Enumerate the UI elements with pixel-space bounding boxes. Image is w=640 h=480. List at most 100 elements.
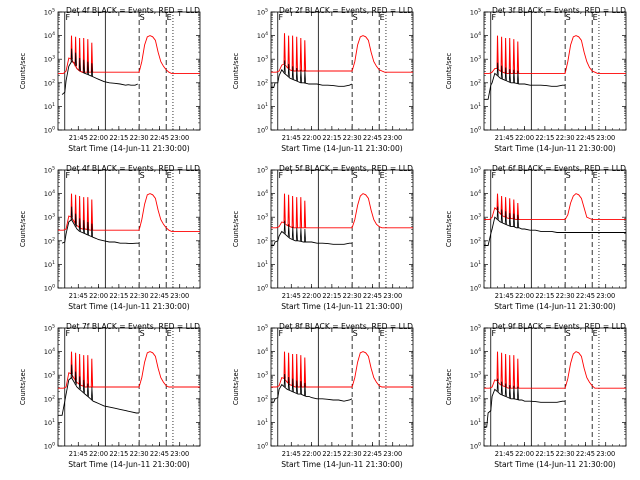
y-tick-label: 104 <box>257 347 268 356</box>
events-spike <box>86 221 89 235</box>
x-tick-label: 22:00 <box>302 134 321 142</box>
events-spike <box>78 57 81 72</box>
chart-svg: Det 4f BLACK = Events, RED = LLD Counts/s… <box>19 164 201 311</box>
events-series-line <box>271 230 353 246</box>
event-marker-label: S <box>140 329 145 338</box>
x-tick-label: 22:45 <box>576 450 595 458</box>
event-marker-label: S <box>566 329 571 338</box>
events-series-line <box>484 388 566 428</box>
events-spike <box>86 383 89 397</box>
events-series-line <box>61 61 138 95</box>
events-spike <box>70 48 73 62</box>
x-tick-label: 22:00 <box>89 292 108 300</box>
events-spike <box>299 228 302 242</box>
y-tick-label: 100 <box>44 284 55 293</box>
x-tick-label: 21:45 <box>282 450 301 458</box>
x-tick-label: 22:30 <box>343 450 362 458</box>
x-tick-label: 23:00 <box>170 450 189 458</box>
lld-spike <box>287 35 290 69</box>
event-marker-label: F <box>278 329 283 338</box>
chart-svg: Det 2f BLACK = Events, RED = LLD Counts/s… <box>232 6 414 153</box>
y-tick-label: 102 <box>470 78 481 87</box>
x-tick-label: 22:45 <box>150 134 169 142</box>
events-spike <box>304 382 306 396</box>
y-tick-label: 105 <box>257 166 268 175</box>
lld-spike <box>295 197 298 228</box>
chart-svg: Det 8f BLACK = Events, RED = LLD Counts/s… <box>232 322 414 469</box>
lld-spike <box>504 353 507 388</box>
y-axis-label: Counts/sec <box>19 210 27 247</box>
x-tick-label: 23:00 <box>170 292 189 300</box>
lld-spike <box>496 351 499 382</box>
y-tick-label: 100 <box>44 126 55 135</box>
chart-svg: Det 4f BLACK = Events, RED = LLD Counts/s… <box>19 6 201 153</box>
x-tick-label: 23:00 <box>596 134 615 142</box>
y-tick-label: 101 <box>257 418 268 427</box>
y-tick-label: 105 <box>470 8 481 17</box>
y-tick-label: 100 <box>44 442 55 451</box>
chart-title: Det 6f BLACK = Events, RED = LLD <box>492 164 626 173</box>
y-tick-label: 102 <box>44 236 55 245</box>
lld-spike <box>90 199 94 231</box>
y-tick-label: 103 <box>470 55 481 64</box>
events-spike <box>504 211 507 225</box>
events-series-line <box>271 383 353 403</box>
y-tick-label: 102 <box>257 236 268 245</box>
x-tick-label: 22:30 <box>556 292 575 300</box>
x-tick-label: 22:45 <box>363 450 382 458</box>
events-series-line <box>484 72 566 100</box>
x-tick-label: 22:00 <box>302 292 321 300</box>
events-spike <box>295 67 298 82</box>
events-spike <box>70 206 73 220</box>
y-axis-label: Counts/sec <box>232 368 240 405</box>
x-axis-label: Start Time (14-Jun-11 21:30:00) <box>281 144 403 153</box>
events-series-line <box>271 68 353 88</box>
events-spike <box>295 227 298 241</box>
events-spike <box>508 69 511 83</box>
lld-spike <box>78 353 81 385</box>
y-axis-label: Counts/sec <box>445 52 453 89</box>
event-marker-label: E <box>593 171 598 180</box>
events-spike <box>295 380 298 394</box>
x-tick-label: 22:15 <box>109 450 128 458</box>
lld-spike <box>500 352 503 386</box>
events-spike <box>496 206 499 220</box>
event-marker-label: E <box>380 171 385 180</box>
lld-spike <box>500 36 503 72</box>
lld-spike <box>295 36 298 72</box>
x-tick-label: 22:45 <box>363 134 382 142</box>
events-spike <box>91 63 93 77</box>
y-tick-label: 105 <box>44 324 55 333</box>
x-axis-label: Start Time (14-Jun-11 21:30:00) <box>68 302 190 311</box>
events-spike <box>304 70 306 84</box>
plot-frame <box>270 169 414 289</box>
lld-spike <box>78 195 81 228</box>
lld-spike <box>283 193 286 224</box>
event-marker-label: E <box>167 329 172 338</box>
events-spike <box>74 213 77 227</box>
lld-series-line <box>484 193 626 221</box>
lld-spike <box>496 35 499 69</box>
lld-spike <box>508 355 511 389</box>
event-marker-label: E <box>380 13 385 22</box>
lld-spike <box>508 37 511 74</box>
lld-spike <box>283 33 286 64</box>
plot-frame <box>483 11 627 131</box>
lld-series-line <box>271 35 413 73</box>
events-spike <box>283 60 286 74</box>
y-tick-label: 104 <box>470 189 481 198</box>
events-spike <box>304 228 306 243</box>
lld-spike <box>291 353 294 386</box>
chart-svg: Det 9f BLACK = Events, RED = LLD Counts/s… <box>445 322 627 469</box>
events-spike <box>287 63 290 77</box>
x-axis-label: Start Time (14-Jun-11 21:30:00) <box>494 460 616 469</box>
lld-spike <box>295 353 298 388</box>
lld-spike <box>90 42 94 73</box>
events-spike <box>508 385 511 399</box>
chart-svg: Det 7f BLACK = Events, RED = LLD Counts/s… <box>19 322 201 469</box>
lld-spike <box>303 357 307 388</box>
events-spike <box>74 371 77 385</box>
events-spike <box>287 224 290 238</box>
lld-spike <box>299 355 303 388</box>
